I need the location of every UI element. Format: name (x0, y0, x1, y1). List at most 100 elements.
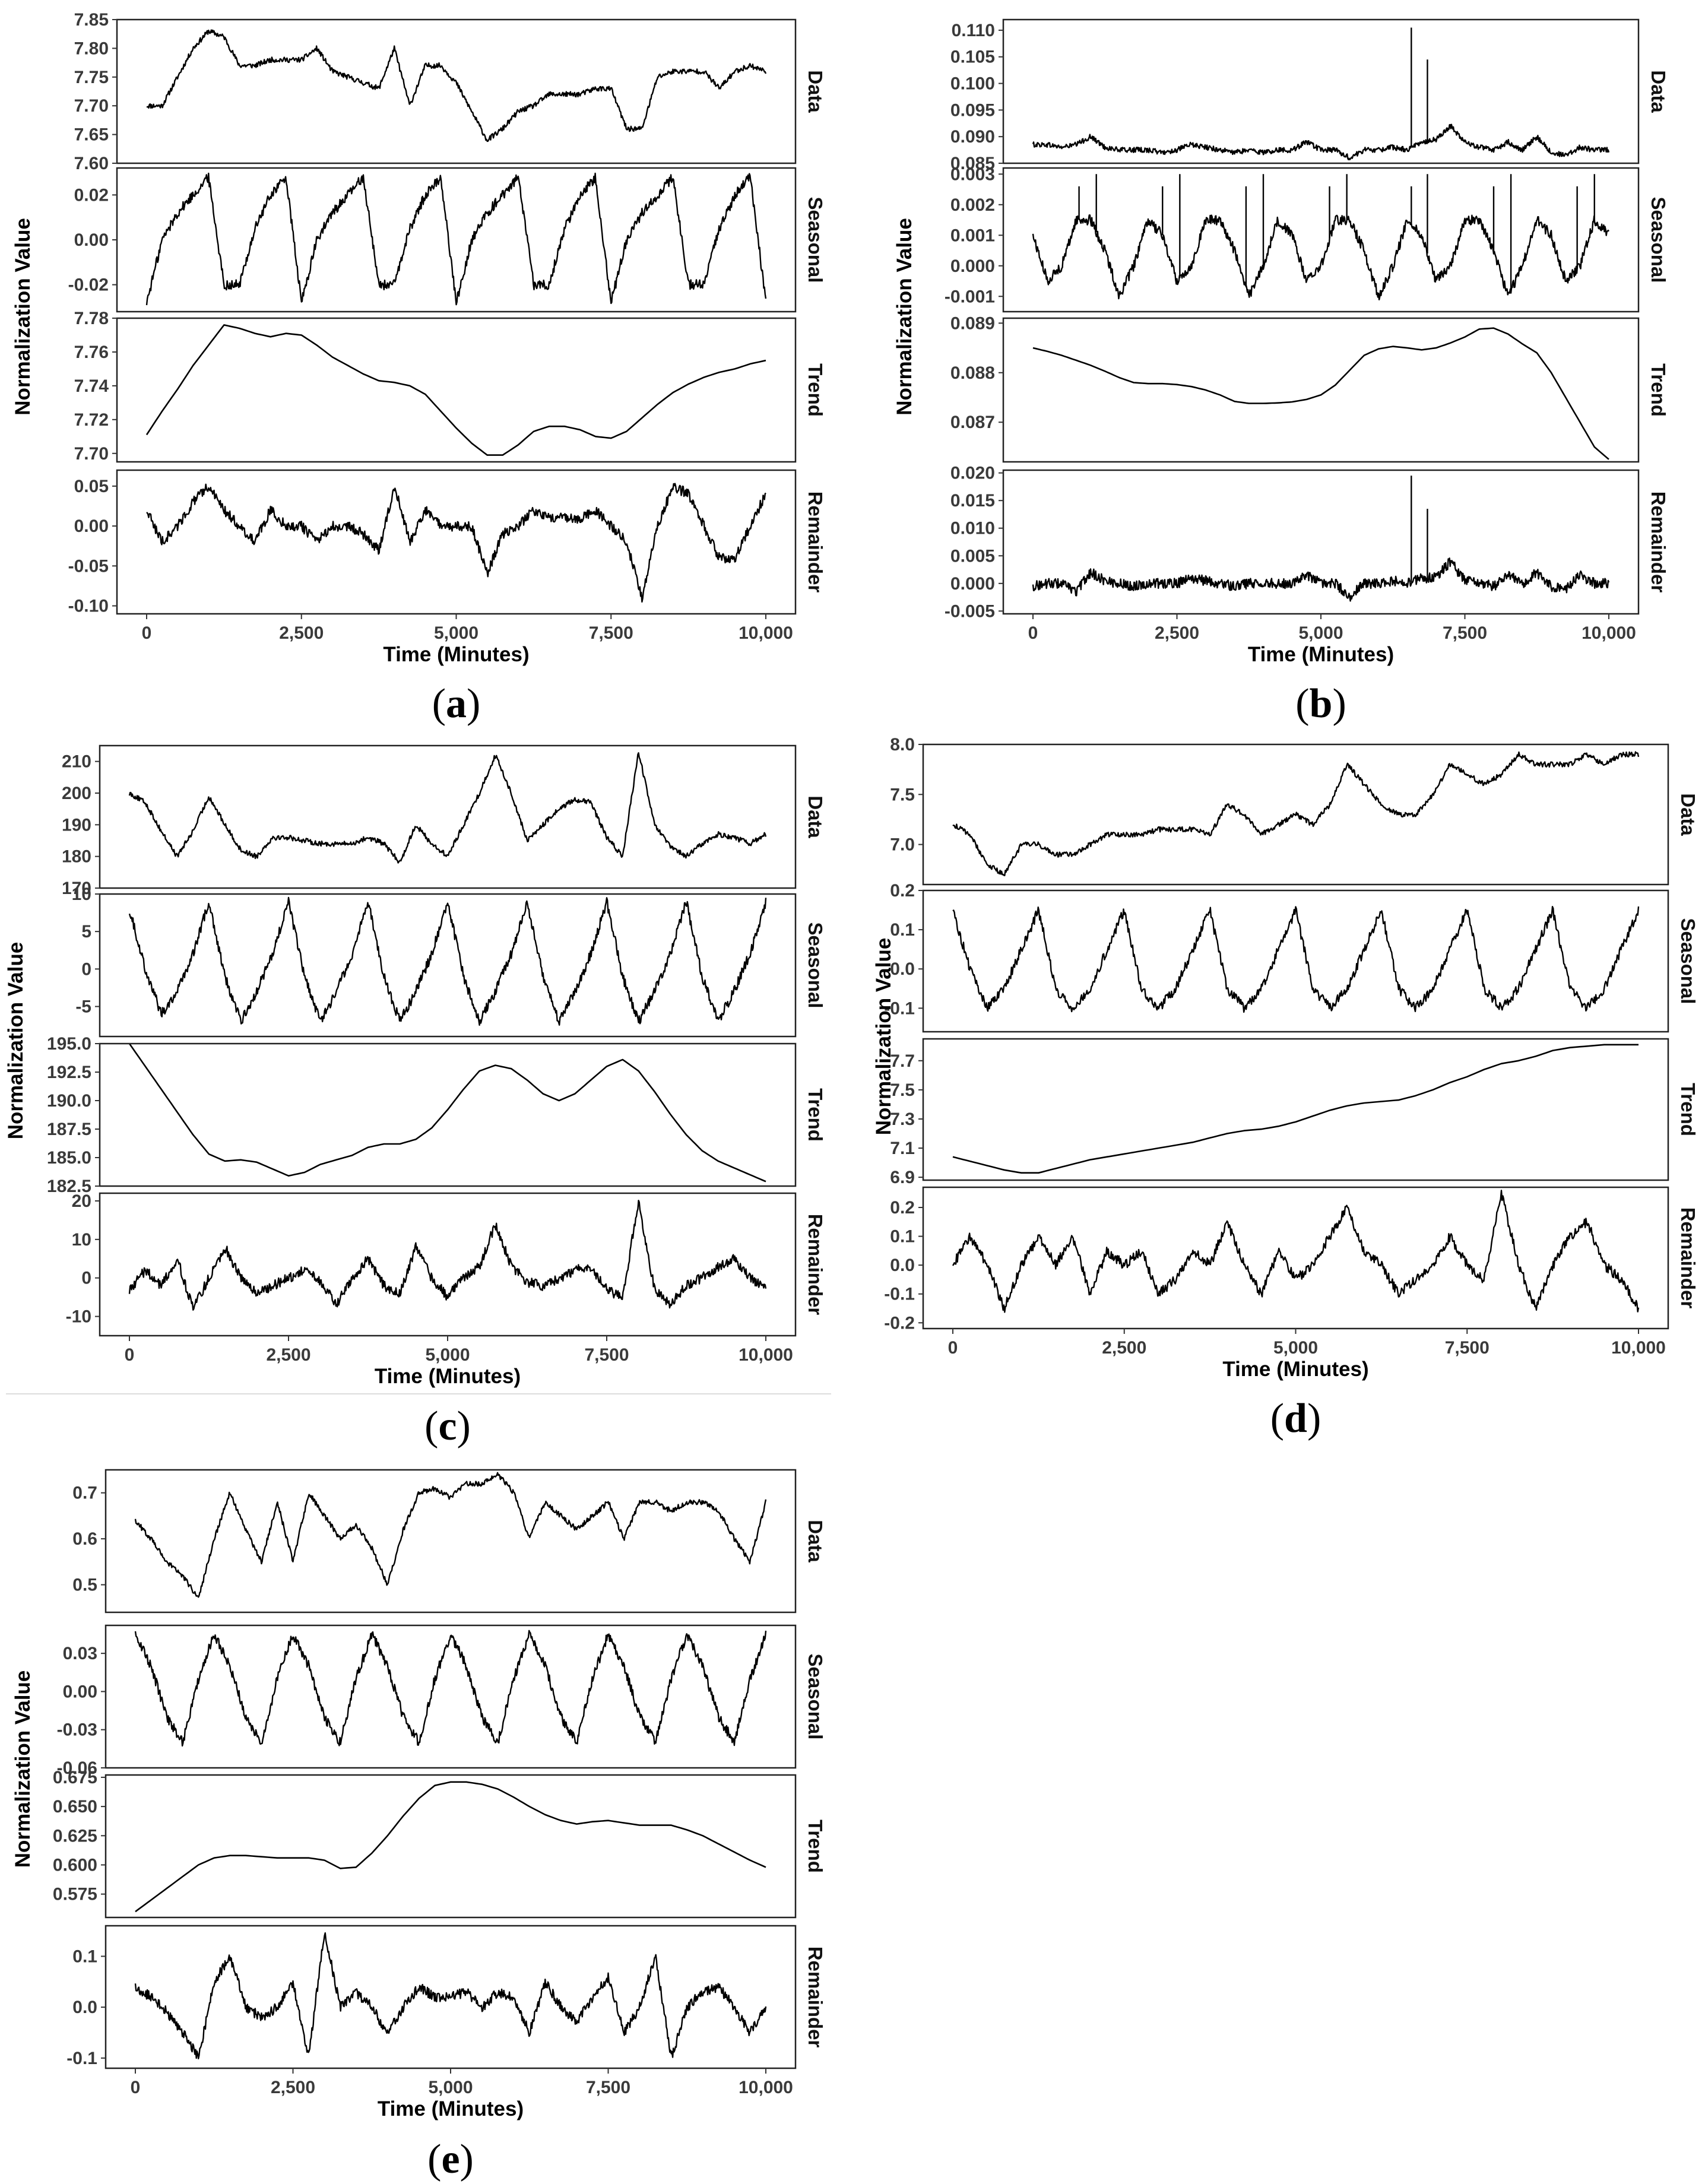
panel-frame (116, 167, 797, 313)
y-tick-label: 7.5 (890, 1080, 915, 1100)
series-line-seasonal (145, 172, 767, 306)
y-tick-label: 0.0 (890, 1256, 915, 1275)
facet-label: Seasonal (804, 923, 826, 1009)
facet-label: Trend (1647, 363, 1669, 417)
y-tick-label: 0.00 (74, 516, 109, 536)
y-tick-label: 7.60 (74, 154, 109, 173)
y-tick-label: 195.0 (47, 1034, 91, 1054)
panel-caption: (a) (432, 681, 481, 727)
y-tick-label: 190.0 (47, 1091, 91, 1111)
facet-label: Data (804, 795, 826, 838)
y-tick-label: 0.03 (63, 1644, 97, 1663)
panel-seasonal: -5 0 5 10 Seasonal (72, 885, 826, 1038)
panel-frame (99, 1042, 797, 1187)
facet-label: Seasonal (1677, 918, 1699, 1004)
panel-caption: (c) (424, 1403, 471, 1449)
panel-frame (1002, 167, 1640, 313)
series-line-remainder (146, 483, 766, 603)
facet-label: Data (804, 70, 826, 113)
y-tick-label: -0.2 (884, 1313, 915, 1333)
facet-label: Trend (804, 363, 826, 417)
x-axis-title: Time (Minutes) (378, 2097, 524, 2120)
series-line-remainder (134, 1932, 767, 2059)
facet-label: Trend (804, 1820, 826, 1873)
series-line-trend (128, 1043, 766, 1183)
chart-b: 0.085 0.090 0.095 0.100 0.105 0.110 Data -0.001… (893, 18, 1669, 727)
facet-label: Data (804, 1520, 826, 1562)
panel-remainder: -10 0 10 20 Remainder (66, 1191, 826, 1337)
y-tick-label: 187.5 (47, 1120, 91, 1139)
y-axis-title: Normalization Value (872, 938, 895, 1136)
panel-seasonal: -0.1 0.0 0.1 0.2 Seasonal (884, 881, 1699, 1033)
x-tick-label: 10,000 (1582, 623, 1636, 643)
y-tick-label: 0.105 (950, 47, 995, 67)
y-tick-label: 0.6 (72, 1529, 97, 1549)
y-tick-label: 7.0 (890, 835, 915, 855)
panel-caption: (e) (427, 2137, 474, 2182)
panel-seasonal: -0.06 -0.03 0.00 0.03 Seasonal (57, 1624, 826, 1778)
y-tick-label: 0.2 (890, 881, 915, 901)
facet-label: Remainder (804, 1947, 826, 2048)
y-tick-label: 20 (72, 1191, 91, 1211)
y-tick-label: 7.72 (74, 410, 109, 430)
panel-caption: (b) (1295, 681, 1346, 727)
y-tick-label: -0.1 (66, 2049, 97, 2068)
y-tick-label: 7.3 (890, 1110, 915, 1129)
x-tick-label: 7,500 (1443, 623, 1487, 643)
y-axis-title: Normalization Value (11, 1671, 34, 1868)
x-tick-label: 2,500 (266, 1345, 310, 1365)
panel-remainder: -0.10 -0.05 0.00 0.05 Remainder (68, 469, 826, 616)
y-tick-label: 5 (81, 922, 91, 942)
x-tick-label: 5,000 (428, 2078, 473, 2097)
y-tick-label: 0.5 (72, 1576, 97, 1595)
y-tick-label: -0.1 (884, 999, 915, 1018)
y-tick-label: 0.625 (53, 1826, 97, 1846)
panel-remainder: -0.1 0.0 0.1 Remainder (66, 1925, 826, 2069)
y-tick-label: 7.78 (74, 309, 109, 328)
y-tick-label: 0.02 (74, 185, 109, 205)
panel-trend: 0.575 0.600 0.625 0.650 0.675 Trend (53, 1768, 826, 1919)
x-tick-label: 10,000 (1611, 1338, 1666, 1358)
y-tick-label: 190 (62, 815, 91, 835)
panel-remainder: -0.2 -0.1 0.0 0.1 0.2 Remainder (884, 1186, 1699, 1333)
y-tick-label: -0.06 (57, 1758, 97, 1778)
series-line-data (134, 1472, 767, 1598)
y-tick-label: -0.02 (68, 275, 109, 295)
x-tick-label: 5,000 (434, 623, 478, 643)
y-tick-label: 182.5 (47, 1177, 91, 1196)
facet-label: Seasonal (804, 197, 826, 283)
panel-data: 0.085 0.090 0.095 0.100 0.105 0.110 Data (950, 18, 1669, 173)
series-line-data (1032, 123, 1610, 161)
y-tick-label: 0.7 (72, 1484, 97, 1503)
panel-data: 0.5 0.6 0.7 Data (72, 1469, 826, 1614)
y-tick-label: 0.675 (53, 1768, 97, 1787)
y-tick-label: 0.088 (950, 363, 995, 383)
chart-d: 7.0 7.5 8.0 Data -0.1 0.0 0.1 0.2 Seasonal 6.9 7.1… (872, 735, 1699, 1441)
facet-label: Trend (1677, 1083, 1699, 1136)
facet-label: Remainder (804, 492, 826, 593)
y-tick-label: 0.1 (890, 920, 915, 940)
x-tick-label: 2,500 (1155, 623, 1199, 643)
series-line-seasonal (134, 1630, 767, 1747)
y-tick-label: -0.03 (57, 1720, 97, 1740)
y-tick-label: 0.003 (950, 164, 995, 184)
series-line-data (128, 752, 767, 864)
facet-label: Remainder (1647, 492, 1669, 593)
panel-trend: 182.5 185.0 187.5 190.0 192.5 195.0 Trend (47, 1034, 826, 1196)
panel-frame (99, 1192, 797, 1337)
y-tick-label: 170 (62, 879, 91, 898)
panel-frame (116, 18, 797, 164)
y-tick-label: 0.010 (950, 519, 995, 538)
y-tick-label: 0 (81, 1269, 91, 1288)
y-tick-label: -0.001 (945, 287, 995, 306)
y-tick-label: 0.0 (72, 1998, 97, 2017)
series-line-trend (135, 1781, 766, 1913)
facet-label: Data (1677, 793, 1699, 836)
x-tick-label: 7,500 (584, 1345, 629, 1365)
y-tick-label: 8.0 (890, 735, 915, 755)
y-tick-label: 6.9 (890, 1168, 915, 1187)
x-tick-label: 0 (948, 1338, 958, 1358)
x-tick-label: 0 (142, 623, 152, 643)
panel-frame (1002, 18, 1640, 164)
y-tick-label: 7.7 (890, 1051, 915, 1071)
